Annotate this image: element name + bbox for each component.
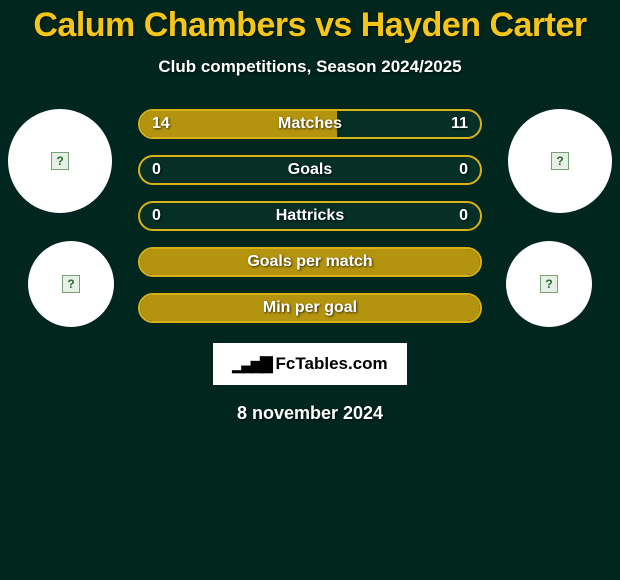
- stat-label: Goals: [140, 157, 480, 183]
- player2-avatar: ?: [508, 109, 612, 213]
- stat-label: Goals per match: [140, 249, 480, 275]
- stat-bar: Min per goal: [138, 293, 482, 323]
- stat-label: Hattricks: [140, 203, 480, 229]
- player1-club-avatar: ?: [28, 241, 114, 327]
- player2-club-avatar: ?: [506, 241, 592, 327]
- broken-image-icon: ?: [51, 152, 69, 170]
- player1-avatar: ?: [8, 109, 112, 213]
- subtitle: Club competitions, Season 2024/2025: [0, 57, 620, 77]
- stat-bar: Goals per match: [138, 247, 482, 277]
- page-title: Calum Chambers vs Hayden Carter: [0, 0, 620, 45]
- broken-image-icon: ?: [551, 152, 569, 170]
- chart-icon: ▁▃▅▇: [232, 354, 269, 374]
- broken-image-icon: ?: [62, 275, 80, 293]
- stat-bar: 1411Matches: [138, 109, 482, 139]
- branding-text: FcTables.com: [276, 354, 388, 374]
- stat-bar: 00Goals: [138, 155, 482, 185]
- stat-bars: 1411Matches 00Goals 00Hattricks Goals per m…: [138, 109, 482, 323]
- stat-label: Matches: [140, 111, 480, 137]
- comparison-panel: ? ? ? ? 1411Matches 00Goals 00Hattricks Goa…: [0, 109, 620, 424]
- branding-badge: ▁▃▅▇ FcTables.com: [213, 343, 407, 385]
- broken-image-icon: ?: [540, 275, 558, 293]
- stat-label: Min per goal: [140, 295, 480, 321]
- stat-bar: 00Hattricks: [138, 201, 482, 231]
- snapshot-date: 8 november 2024: [0, 403, 620, 424]
